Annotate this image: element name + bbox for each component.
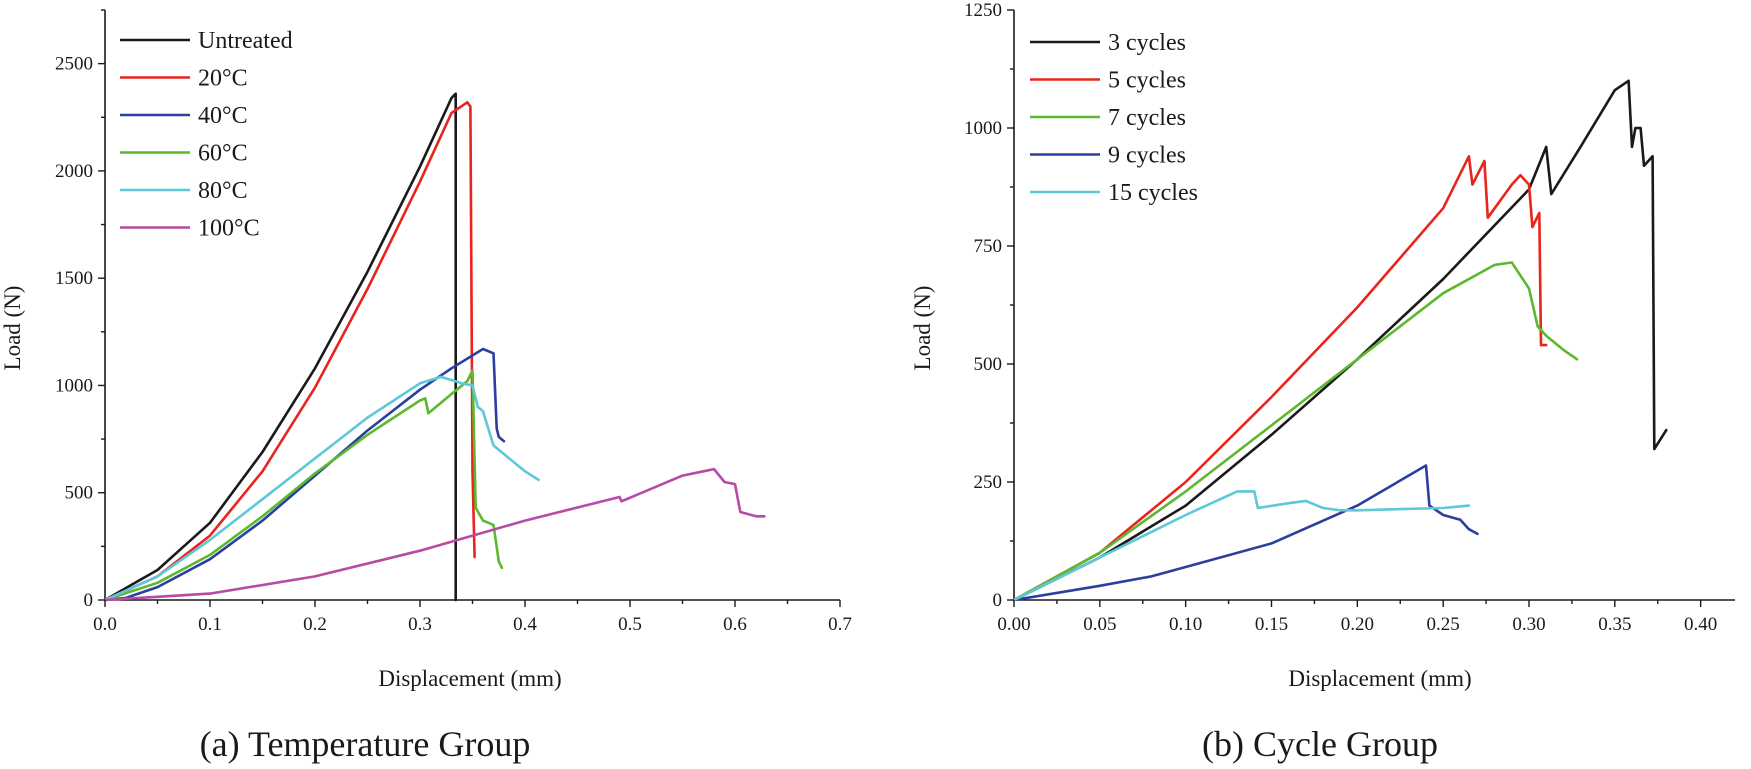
y-tick-label-cycle: 1250 bbox=[964, 0, 1002, 21]
legend-label-temperature-3: 40°C bbox=[198, 103, 248, 129]
y-tick-label-cycle: 1000 bbox=[964, 118, 1002, 139]
x-tick-label-temperature: 0.0 bbox=[93, 614, 117, 635]
legend-temperature: Untreated 20°C 40°C 60°C 80°C 100°C bbox=[120, 28, 293, 242]
x-tick-label-cycle: 0.00 bbox=[997, 614, 1030, 635]
legend-label-temperature-6: 100°C bbox=[198, 216, 260, 242]
y-tick-label-temperature: 500 bbox=[65, 483, 94, 504]
x-tick-label-temperature: 0.6 bbox=[723, 614, 747, 635]
y-tick-label-temperature: 2500 bbox=[55, 54, 93, 75]
x-tick-label-temperature: 0.5 bbox=[618, 614, 642, 635]
legend-label-temperature-1: Untreated bbox=[198, 28, 293, 54]
y-axis-title-temperature: Load (N) bbox=[0, 286, 25, 371]
x-tick-label-cycle: 0.20 bbox=[1341, 614, 1374, 635]
legend-cycle: 3 cycles 5 cycles 7 cycles 9 cycles 15 cycle… bbox=[1030, 30, 1198, 206]
x-tick-label-cycle: 0.05 bbox=[1083, 614, 1116, 635]
y-tick-label-cycle: 750 bbox=[974, 236, 1003, 257]
caption-cycle: (b) Cycle Group bbox=[1202, 724, 1438, 764]
y-tick-label-temperature: 1500 bbox=[55, 268, 93, 289]
series-line-cycle-5 bbox=[1012, 490, 1471, 602]
series-line-cycle-1 bbox=[1012, 79, 1668, 602]
x-tick-label-temperature: 0.3 bbox=[408, 614, 432, 635]
x-tick-label-cycle: 0.15 bbox=[1255, 614, 1288, 635]
x-tick-label-cycle: 0.40 bbox=[1684, 614, 1717, 635]
x-axis-title-temperature: Displacement (mm) bbox=[378, 666, 561, 691]
y-tick-label-temperature: 0 bbox=[84, 590, 94, 611]
x-tick-label-temperature: 0.4 bbox=[513, 614, 537, 635]
series-line-temperature-2 bbox=[103, 101, 476, 602]
series-line-cycle-2 bbox=[1012, 155, 1548, 602]
x-tick-label-cycle: 0.25 bbox=[1427, 614, 1460, 635]
series-layer-cycle bbox=[1012, 79, 1668, 602]
legend-label-cycle-1: 3 cycles bbox=[1108, 30, 1186, 56]
x-tick-label-temperature: 0.2 bbox=[303, 614, 327, 635]
series-line-temperature-5 bbox=[103, 375, 540, 602]
series-line-temperature-1 bbox=[103, 92, 458, 602]
series-layer-temperature bbox=[103, 92, 766, 602]
y-tick-label-cycle: 500 bbox=[974, 354, 1003, 375]
x-axis-title-cycle: Displacement (mm) bbox=[1288, 666, 1471, 691]
y-axis-title-cycle: Load (N) bbox=[910, 286, 935, 371]
y-tick-label-temperature: 2000 bbox=[55, 161, 93, 182]
series-line-temperature-6 bbox=[103, 467, 766, 602]
series-line-temperature-3 bbox=[103, 347, 506, 602]
x-tick-label-temperature: 0.1 bbox=[198, 614, 222, 635]
x-tick-label-cycle: 0.30 bbox=[1512, 614, 1545, 635]
x-tick-label-temperature: 0.7 bbox=[828, 614, 852, 635]
ticks-temperature: 0.0 0.1 0.2 0.3 0.4 0.5 0.6 0.7 0 500 1000 1500 2000… bbox=[55, 9, 852, 635]
chart-cycle-group: 0.00 0.05 0.10 0.15 0.20 0.25 0.30 0.35 0.40 0 250… bbox=[910, 0, 1735, 764]
legend-label-cycle-2: 5 cycles bbox=[1108, 68, 1186, 94]
y-tick-label-cycle: 250 bbox=[974, 472, 1003, 493]
ticks-cycle: 0.00 0.05 0.10 0.15 0.20 0.25 0.30 0.35 0.40 0 250… bbox=[964, 0, 1717, 635]
legend-label-temperature-4: 60°C bbox=[198, 141, 248, 167]
legend-label-cycle-5: 15 cycles bbox=[1108, 180, 1198, 206]
series-line-temperature-4 bbox=[103, 369, 504, 602]
chart-temperature-group: 0.0 0.1 0.2 0.3 0.4 0.5 0.6 0.7 0 500 1000 1500 2000… bbox=[0, 9, 852, 764]
series-line-cycle-4 bbox=[1012, 464, 1479, 602]
legend-label-cycle-4: 9 cycles bbox=[1108, 143, 1186, 169]
legend-label-temperature-2: 20°C bbox=[198, 66, 248, 92]
y-tick-label-cycle: 0 bbox=[993, 590, 1003, 611]
series-line-cycle-3 bbox=[1012, 261, 1579, 602]
x-tick-label-cycle: 0.35 bbox=[1598, 614, 1631, 635]
legend-label-cycle-3: 7 cycles bbox=[1108, 105, 1186, 131]
plot-area-cycle bbox=[1013, 10, 1735, 601]
caption-temperature: (a) Temperature Group bbox=[200, 724, 531, 764]
legend-label-temperature-5: 80°C bbox=[198, 178, 248, 204]
x-tick-label-cycle: 0.10 bbox=[1169, 614, 1202, 635]
y-tick-label-temperature: 1000 bbox=[55, 375, 93, 396]
